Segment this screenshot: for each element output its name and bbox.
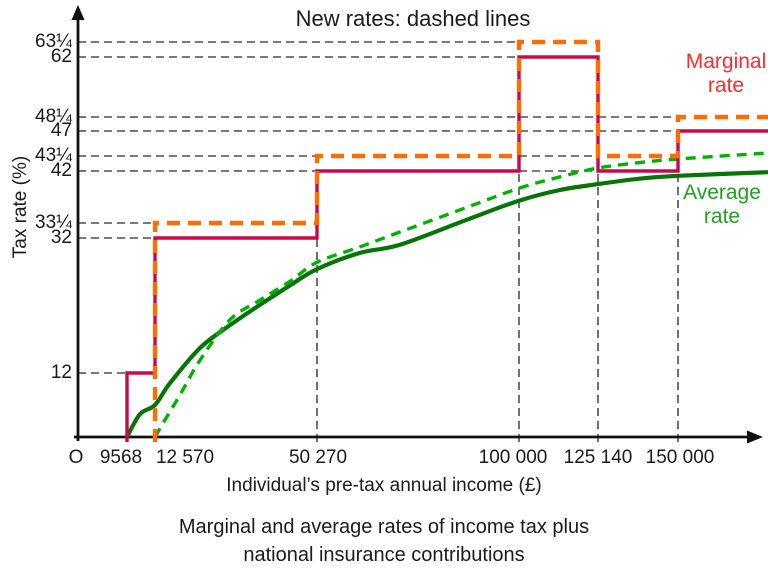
legend-marginal-rate: Marginal rate — [686, 50, 767, 98]
chart-title: New rates: dashed lines — [295, 6, 531, 31]
marginal-rate-new-line — [152, 39, 768, 442]
x-tick-12570: 12 570 — [155, 447, 215, 468]
legend-average-line2: rate — [703, 205, 741, 228]
x-tick-100000: 100 000 — [478, 447, 548, 468]
y-tick-63-25: 63¼ — [35, 31, 72, 52]
x-tick-origin: O — [68, 447, 84, 468]
caption-line2: national insurance contributions — [243, 544, 525, 566]
y-tick-33-25: 33¼ — [35, 212, 72, 233]
x-tick-150000: 150 000 — [645, 447, 715, 468]
y-tick-43-25: 43¼ — [35, 145, 72, 166]
legend-average-line1: Average — [683, 181, 761, 204]
y-tick-42: 42 — [50, 160, 72, 181]
x-axis-arrowhead — [747, 430, 763, 444]
marginal-rate-old-line — [125, 55, 768, 442]
x-tick-125140: 125 140 — [563, 447, 633, 468]
legend-marginal-line1: Marginal — [685, 50, 767, 73]
y-axis-arrowhead — [71, 5, 85, 20]
x-tick-9568: 9568 — [99, 447, 143, 468]
x-axis-label: Individual’s pre-tax annual income (£) — [226, 475, 542, 496]
y-tick-48-25: 48¼ — [35, 106, 72, 127]
legend-marginal-line2: rate — [707, 74, 745, 97]
y-tick-47: 47 — [50, 120, 72, 141]
average-rate-old-line — [125, 170, 768, 439]
caption-line1: Marginal and average rates of income tax… — [178, 516, 590, 538]
y-tick-62: 62 — [50, 46, 72, 67]
y-tick-32: 32 — [50, 227, 72, 248]
x-tick-50270: 50 270 — [288, 447, 348, 468]
chart-caption: Marginal and average rates of income tax… — [179, 513, 589, 568]
y-tick-12: 12 — [50, 362, 72, 383]
average-rate-new-line — [153, 151, 768, 438]
legend-average-rate: Average rate — [683, 181, 761, 229]
